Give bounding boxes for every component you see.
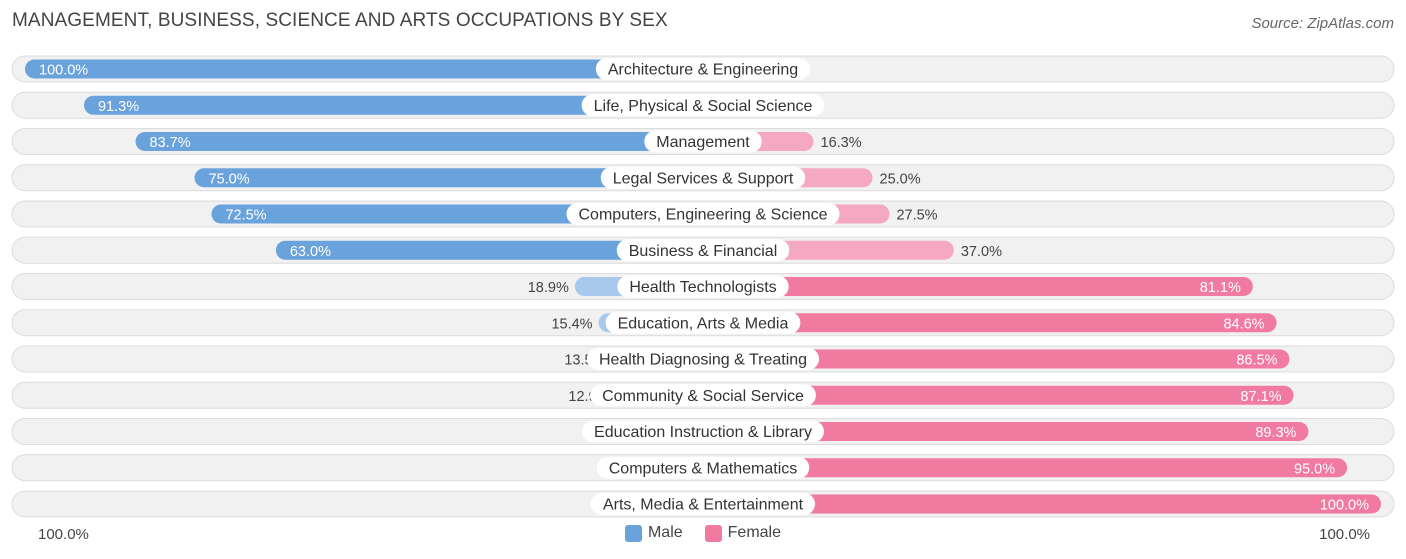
female-value-label: 16.3% <box>821 135 862 151</box>
category-label-pill <box>586 348 820 370</box>
female-value-label: 87.1% <box>1240 389 1281 405</box>
male-bar <box>275 240 703 260</box>
female-bar <box>703 458 1348 478</box>
female-value-label: 37.0% <box>961 244 1002 260</box>
male-value-label: 100.0% <box>39 63 88 79</box>
category-label-pill <box>595 58 811 80</box>
male-bar <box>194 168 703 188</box>
category-label: Legal Services & Support <box>613 170 794 187</box>
category-label-pill <box>605 311 801 334</box>
chart-plot: 100.0%0.0%Architecture & Engineering91.3… <box>11 55 1395 518</box>
category-label: Management <box>656 134 750 151</box>
female-value-label: 27.5% <box>896 208 937 224</box>
category-label: Life, Physical & Social Science <box>594 98 813 115</box>
female-bar <box>703 494 1381 514</box>
category-label: Computers & Mathematics <box>609 460 798 477</box>
female-value-label: 86.5% <box>1236 353 1277 369</box>
female-bar <box>703 313 1277 333</box>
axis-left-label: 100.0% <box>38 526 89 543</box>
female-value-label: 84.6% <box>1223 316 1264 332</box>
female-value-label: 25.0% <box>880 171 921 187</box>
axis-right-label: 100.0% <box>1319 526 1370 543</box>
category-label: Architecture & Engineering <box>608 62 798 79</box>
category-label: Arts, Media & Entertainment <box>603 497 804 514</box>
male-value-label: 63.0% <box>290 244 331 260</box>
category-label-pill <box>566 203 840 225</box>
male-value-label: 75.0% <box>209 171 250 187</box>
legend-label-female: Female <box>727 524 782 541</box>
source-credit: Source: ZipAtlas.com <box>1251 15 1394 32</box>
category-label-pill <box>596 456 810 479</box>
category-label: Community & Social Service <box>602 388 804 405</box>
female-value-label: 95.0% <box>1294 461 1335 477</box>
category-label: Computers, Engineering & Science <box>578 207 827 224</box>
female-value-label: 100.0% <box>1320 498 1369 514</box>
male-bar <box>25 59 703 79</box>
category-label-pill <box>600 166 806 189</box>
female-bar <box>703 385 1294 405</box>
male-value-label: 91.3% <box>98 99 139 115</box>
category-label-pill <box>617 275 789 298</box>
category-label-pill <box>590 493 816 515</box>
category-label-pill <box>582 420 824 443</box>
legend-label-male: Male <box>647 524 683 541</box>
legend-item-male[interactable]: Male <box>624 524 683 542</box>
category-label: Health Diagnosing & Treating <box>599 352 807 369</box>
chart-title: MANAGEMENT, BUSINESS, SCIENCE AND ARTS O… <box>12 10 668 31</box>
category-label: Education, Arts & Media <box>618 315 789 332</box>
male-value-label: 72.5% <box>225 208 266 224</box>
category-label-pill <box>590 384 816 407</box>
female-bar <box>703 277 1253 296</box>
legend-swatch-female <box>704 524 722 542</box>
category-label-pill <box>616 239 790 262</box>
male-value-label: 18.9% <box>528 280 569 296</box>
category-label-pill <box>644 130 762 153</box>
legend-item-female[interactable]: Female <box>704 524 782 542</box>
male-value-label: 15.4% <box>551 316 592 332</box>
category-label-pill <box>581 94 825 117</box>
legend: Male Female <box>0 524 1406 542</box>
category-label: Health Technologists <box>629 279 776 296</box>
female-value-label: 81.1% <box>1200 280 1241 296</box>
male-value-label: 83.7% <box>150 135 191 151</box>
legend-swatch-male <box>624 524 642 542</box>
female-bar <box>703 349 1290 369</box>
male-bar <box>135 132 703 151</box>
male-bar <box>83 95 703 115</box>
category-label: Business & Financial <box>629 243 778 260</box>
female-bar <box>703 422 1309 441</box>
female-value-label: 89.3% <box>1255 425 1296 441</box>
category-label: Education Instruction & Library <box>594 424 812 441</box>
